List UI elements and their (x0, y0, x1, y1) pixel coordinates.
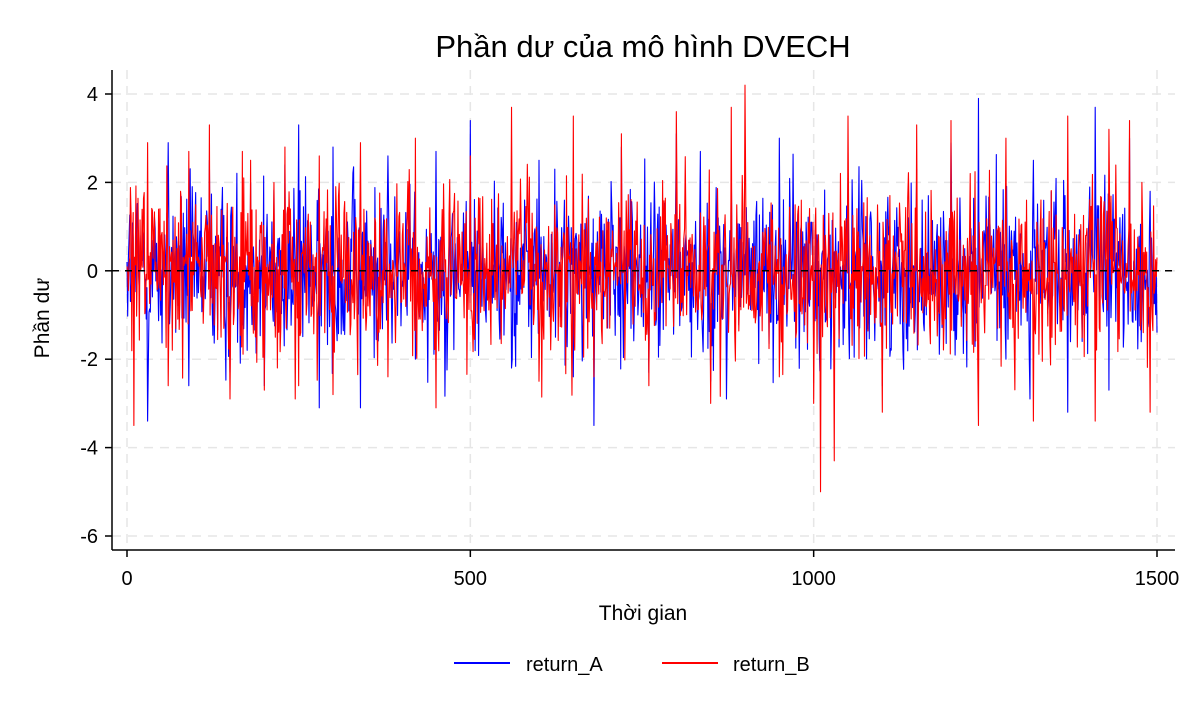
x-axis-ticks: 0 500 1000 1500 (121, 550, 1179, 590)
y-tick-label: 0 (87, 261, 98, 283)
legend-label-return-b: return_B (733, 654, 810, 676)
y-tick-label: 4 (87, 84, 98, 106)
x-tick-label: 0 (121, 568, 132, 590)
x-tick-label: 1000 (791, 568, 836, 590)
legend-label-return-a: return_A (526, 654, 603, 676)
chart-title: Phần dư của mô hình DVECH (435, 29, 850, 64)
y-axis-ticks: -6 -4 -2 0 2 4 (80, 84, 112, 548)
series-layer (126, 84, 1158, 493)
y-tick-label: 2 (87, 172, 98, 194)
y-axis-label: Phần dư (31, 278, 54, 359)
y-tick-label: -2 (80, 349, 98, 371)
x-axis-label: Thời gian (599, 602, 687, 625)
x-tick-label: 1500 (1135, 568, 1180, 590)
x-tick-label: 500 (454, 568, 487, 590)
plot-area: -6 -4 -2 0 2 4 0 500 1000 1500 (80, 70, 1179, 590)
series-line-return-b (126, 84, 1158, 493)
y-tick-label: -6 (80, 526, 98, 548)
legend: return_A return_B (454, 654, 810, 676)
y-tick-label: -4 (80, 438, 98, 460)
